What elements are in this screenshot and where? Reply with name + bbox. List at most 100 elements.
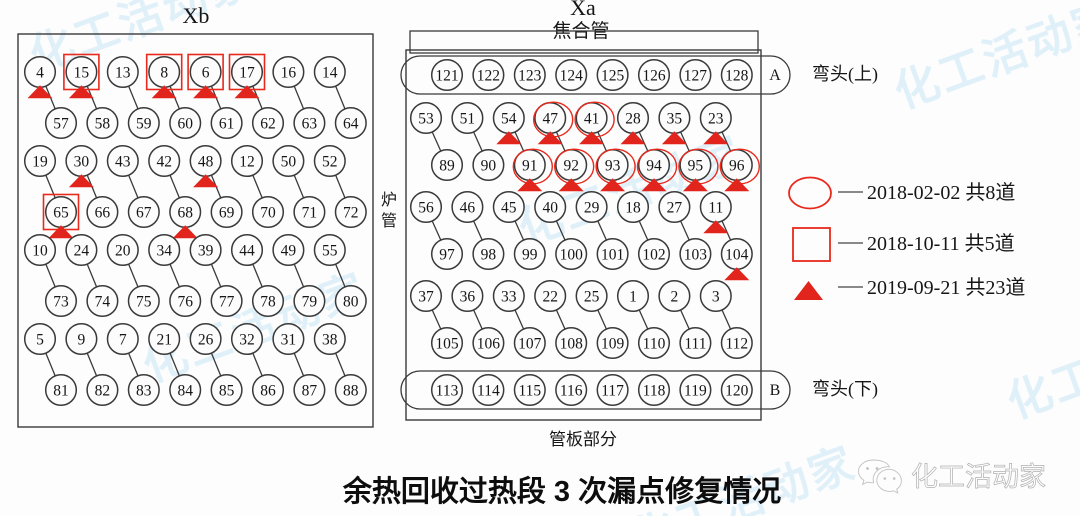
svg-text:90: 90 xyxy=(481,157,497,174)
svg-text:94: 94 xyxy=(646,157,662,174)
svg-text:106: 106 xyxy=(477,335,501,352)
svg-text:127: 127 xyxy=(684,67,708,84)
svg-text:35: 35 xyxy=(667,110,683,127)
svg-text:44: 44 xyxy=(239,242,255,259)
svg-text:120: 120 xyxy=(725,382,749,399)
svg-text:70: 70 xyxy=(260,204,276,221)
svg-text:56: 56 xyxy=(418,199,434,216)
svg-text:4: 4 xyxy=(36,64,44,81)
svg-text:22: 22 xyxy=(542,288,558,305)
svg-text:57: 57 xyxy=(53,115,69,132)
svg-text:52: 52 xyxy=(322,153,338,170)
svg-text:Xb: Xb xyxy=(183,3,210,28)
svg-text:85: 85 xyxy=(219,382,235,399)
svg-text:23: 23 xyxy=(708,110,724,127)
svg-text:110: 110 xyxy=(643,335,666,352)
svg-text:51: 51 xyxy=(460,110,476,127)
svg-text:2: 2 xyxy=(671,288,679,305)
svg-text:79: 79 xyxy=(302,293,318,310)
svg-text:39: 39 xyxy=(198,242,214,259)
svg-text:余热回收过热段 3 次漏点修复情况: 余热回收过热段 3 次漏点修复情况 xyxy=(342,474,781,508)
svg-text:13: 13 xyxy=(115,64,131,81)
svg-text:65: 65 xyxy=(53,204,69,221)
svg-text:72: 72 xyxy=(343,204,359,221)
svg-text:119: 119 xyxy=(684,382,707,399)
svg-text:64: 64 xyxy=(343,115,359,132)
svg-text:15: 15 xyxy=(74,64,90,81)
svg-text:25: 25 xyxy=(584,288,600,305)
svg-text:12: 12 xyxy=(239,153,255,170)
svg-text:10: 10 xyxy=(32,242,48,259)
svg-text:化工活动家: 化工活动家 xyxy=(911,462,1046,492)
svg-text:103: 103 xyxy=(684,246,708,263)
svg-text:95: 95 xyxy=(688,157,704,174)
svg-text:18: 18 xyxy=(625,199,641,216)
svg-text:2019-09-21 共23道: 2019-09-21 共23道 xyxy=(867,276,1025,299)
svg-text:B: B xyxy=(770,382,781,399)
svg-text:36: 36 xyxy=(460,288,476,305)
svg-text:60: 60 xyxy=(177,115,193,132)
svg-text:40: 40 xyxy=(542,199,558,216)
svg-text:92: 92 xyxy=(563,157,579,174)
svg-text:54: 54 xyxy=(501,110,517,127)
svg-text:116: 116 xyxy=(560,382,583,399)
svg-text:93: 93 xyxy=(605,157,621,174)
svg-text:73: 73 xyxy=(53,293,69,310)
svg-text:3: 3 xyxy=(712,288,720,305)
svg-text:5: 5 xyxy=(36,331,44,348)
svg-text:88: 88 xyxy=(343,382,359,399)
svg-text:107: 107 xyxy=(518,335,542,352)
svg-text:71: 71 xyxy=(302,204,318,221)
svg-text:101: 101 xyxy=(601,246,624,263)
svg-text:98: 98 xyxy=(481,246,497,263)
svg-text:118: 118 xyxy=(643,382,666,399)
svg-text:38: 38 xyxy=(322,331,338,348)
svg-text:9: 9 xyxy=(78,331,86,348)
svg-text:弯头(上): 弯头(上) xyxy=(812,64,878,85)
svg-text:80: 80 xyxy=(343,293,359,310)
svg-text:84: 84 xyxy=(177,382,193,399)
svg-text:86: 86 xyxy=(260,382,276,399)
svg-text:67: 67 xyxy=(136,204,152,221)
svg-text:34: 34 xyxy=(156,242,172,259)
svg-text:104: 104 xyxy=(725,246,749,263)
svg-text:128: 128 xyxy=(725,67,749,84)
svg-text:112: 112 xyxy=(725,335,748,352)
svg-text:58: 58 xyxy=(95,115,111,132)
svg-text:弯头(下): 弯头(下) xyxy=(812,379,878,400)
svg-text:96: 96 xyxy=(729,157,745,174)
svg-text:1: 1 xyxy=(629,288,637,305)
svg-text:82: 82 xyxy=(95,382,111,399)
svg-text:29: 29 xyxy=(584,199,600,216)
svg-text:20: 20 xyxy=(115,242,131,259)
svg-text:50: 50 xyxy=(281,153,297,170)
svg-text:炉: 炉 xyxy=(381,191,397,209)
svg-text:59: 59 xyxy=(136,115,152,132)
svg-text:26: 26 xyxy=(198,331,214,348)
svg-text:28: 28 xyxy=(625,110,641,127)
svg-text:42: 42 xyxy=(156,153,172,170)
svg-text:91: 91 xyxy=(522,157,538,174)
svg-text:2018-10-11 共5道: 2018-10-11 共5道 xyxy=(867,232,1015,255)
svg-text:83: 83 xyxy=(136,382,152,399)
svg-text:76: 76 xyxy=(177,293,193,310)
svg-text:66: 66 xyxy=(95,204,111,221)
svg-text:19: 19 xyxy=(32,153,48,170)
svg-text:62: 62 xyxy=(260,115,276,132)
svg-text:61: 61 xyxy=(219,115,235,132)
svg-text:81: 81 xyxy=(53,382,69,399)
svg-text:32: 32 xyxy=(239,331,255,348)
svg-text:14: 14 xyxy=(322,64,338,81)
svg-text:A: A xyxy=(769,67,781,84)
svg-text:108: 108 xyxy=(560,335,584,352)
svg-text:97: 97 xyxy=(439,246,455,263)
svg-text:33: 33 xyxy=(501,288,517,305)
svg-text:管: 管 xyxy=(381,212,397,230)
svg-text:78: 78 xyxy=(260,293,276,310)
svg-text:125: 125 xyxy=(601,67,625,84)
svg-text:46: 46 xyxy=(460,199,476,216)
svg-text:Xa: Xa xyxy=(570,0,596,20)
svg-text:30: 30 xyxy=(74,153,90,170)
svg-text:41: 41 xyxy=(584,110,600,127)
svg-text:45: 45 xyxy=(501,199,517,216)
